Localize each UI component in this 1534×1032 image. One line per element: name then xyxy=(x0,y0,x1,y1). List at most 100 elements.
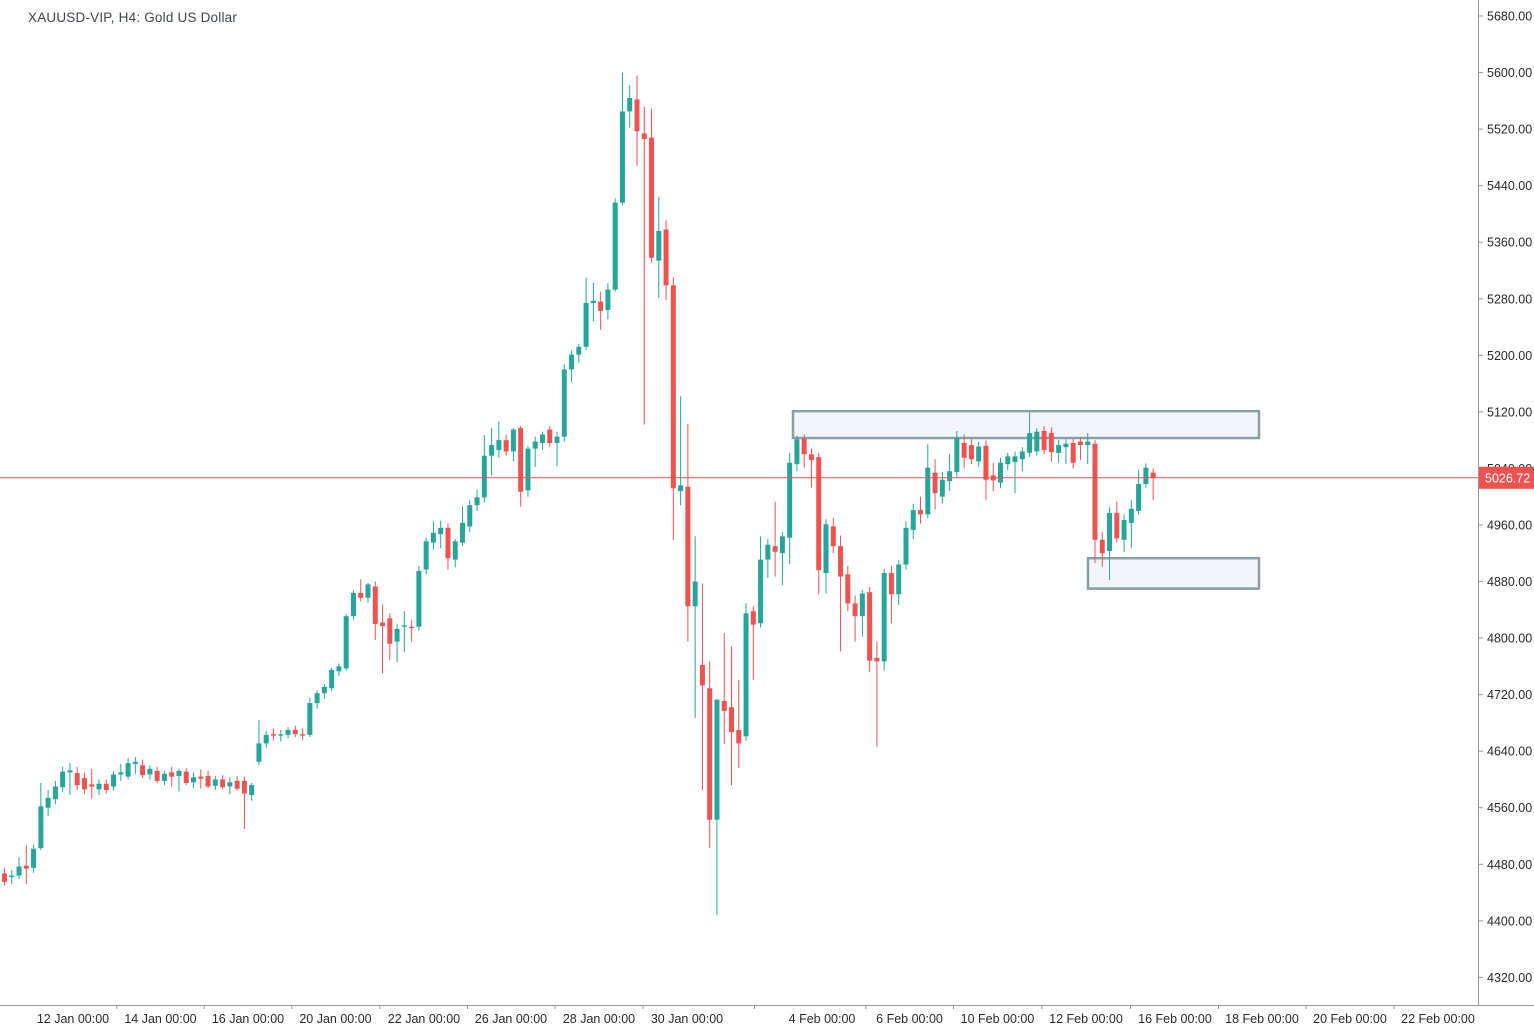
candle-body-down xyxy=(685,486,691,607)
candle-body-down xyxy=(154,770,160,781)
candle-body-down xyxy=(845,574,851,604)
candle-body-up xyxy=(474,497,480,506)
candle-body-up xyxy=(605,289,611,311)
candle-body-up xyxy=(67,770,73,773)
price-axis[interactable]: 5680.00 5600.00 5520.00 5440.00 5360.00 5280.… xyxy=(1478,10,1532,985)
current-price-tag[interactable]: 5026.72 xyxy=(1479,466,1534,489)
time-tick-label: 4 Feb 00:00 xyxy=(789,1012,856,1026)
price-tick-label: 4800.00 xyxy=(1487,632,1532,646)
candle-body-down xyxy=(772,546,778,552)
candle-body-up xyxy=(321,686,327,694)
candle-body-up xyxy=(147,768,153,775)
candle-body-up xyxy=(1027,433,1033,453)
time-axis[interactable]: 12 Jan 00:00 14 Jan 00:00 16 Jan 00:00 20 J… xyxy=(37,1005,1475,1026)
candle-body-up xyxy=(467,505,473,527)
time-tick-label: 12 Jan 00:00 xyxy=(37,1012,109,1026)
candle-body-down xyxy=(23,865,29,869)
candle-body-down xyxy=(699,664,705,686)
candle-body-down xyxy=(183,771,189,783)
candle-body-down xyxy=(220,779,226,788)
candle-body-up xyxy=(692,581,698,607)
candle-body-up xyxy=(925,467,931,515)
candle-body-down xyxy=(736,729,742,744)
candle-body-up xyxy=(823,524,829,574)
candle-body-up xyxy=(1005,456,1011,465)
axes xyxy=(0,0,1534,1006)
candle-body-down xyxy=(372,586,378,624)
candle-body-up xyxy=(678,485,684,492)
supply-zone[interactable] xyxy=(791,409,1261,440)
candle-body-up xyxy=(314,693,320,704)
candle-body-up xyxy=(481,455,487,498)
candle-body-up xyxy=(52,786,58,800)
candle-body-up xyxy=(111,774,117,787)
time-tick-label: 20 Feb 00:00 xyxy=(1313,1012,1387,1026)
candle-body-up xyxy=(45,797,51,808)
time-tick-label: 30 Jan 00:00 xyxy=(651,1012,723,1026)
candle-body-up xyxy=(525,448,531,491)
candle-body-up xyxy=(1085,441,1091,446)
candle-body-up xyxy=(263,734,269,744)
candle-body-down xyxy=(888,573,894,595)
candle-body-down xyxy=(270,734,276,736)
candle-body-down xyxy=(801,438,807,455)
price-tick-label: 5280.00 xyxy=(1487,292,1532,306)
price-tick-label: 4880.00 xyxy=(1487,575,1532,589)
candle-body-down xyxy=(729,707,734,733)
candle-body-up xyxy=(285,729,291,735)
candle-body-up xyxy=(779,536,785,554)
candle-body-down xyxy=(292,729,298,735)
candle-body-down xyxy=(205,775,211,787)
candle-body-down xyxy=(1114,512,1120,539)
candle-body-up xyxy=(1136,483,1142,511)
time-tick-label: 18 Feb 00:00 xyxy=(1225,1012,1299,1026)
candle-body-up xyxy=(939,479,945,497)
candle-body-down xyxy=(234,780,240,789)
demand-zone[interactable] xyxy=(1086,556,1261,590)
candle-body-down xyxy=(634,99,640,132)
candle-body-down xyxy=(838,546,844,577)
candle-body-up xyxy=(118,772,124,775)
time-tick-label: 28 Jan 00:00 xyxy=(563,1012,635,1026)
candle-body-up xyxy=(896,564,902,595)
candle-body-down xyxy=(918,510,924,515)
candle-body-up xyxy=(539,434,545,443)
price-tick-label: 5600.00 xyxy=(1487,66,1532,80)
time-tick-label: 16 Feb 00:00 xyxy=(1138,1012,1212,1026)
candle-body-up xyxy=(612,202,618,290)
candle-body-up xyxy=(554,436,560,443)
candle-body-down xyxy=(1150,472,1156,478)
price-tick-label: 4640.00 xyxy=(1487,745,1532,759)
time-tick-label: 14 Jan 00:00 xyxy=(124,1012,196,1026)
candle-body-down xyxy=(547,429,553,443)
time-tick-label: 20 Jan 00:00 xyxy=(299,1012,371,1026)
candle-body-up xyxy=(227,782,233,787)
candle-body-down xyxy=(503,440,509,452)
candle-body-up xyxy=(212,779,218,786)
candle-body-up xyxy=(16,866,22,876)
time-tick-label: 10 Feb 00:00 xyxy=(961,1012,1035,1026)
candle-body-up xyxy=(343,616,349,669)
candle-body-down xyxy=(380,622,386,627)
price-tick-label: 5120.00 xyxy=(1487,405,1532,419)
candle-body-up xyxy=(336,666,342,672)
price-tick-label: 5520.00 xyxy=(1487,123,1532,137)
candle-body-up xyxy=(743,613,749,737)
candle-body-up xyxy=(489,445,495,456)
candle-body-up xyxy=(132,761,138,764)
candle-body-up xyxy=(249,785,255,796)
candle-body-up xyxy=(765,544,771,560)
current-price-tag-bg xyxy=(1479,466,1534,489)
candle-body-up xyxy=(9,875,15,878)
candle-body-up xyxy=(307,703,313,735)
candle-body-up xyxy=(510,429,516,452)
candle-body-up xyxy=(394,628,400,642)
price-tick-label: 4400.00 xyxy=(1487,914,1532,928)
candle-body-down xyxy=(1041,430,1047,451)
candle-body-down xyxy=(968,445,974,460)
candle-body-down xyxy=(2,873,7,882)
candle-body-down xyxy=(750,611,756,625)
candle-body-up xyxy=(350,592,356,617)
candle-body-up xyxy=(758,559,764,624)
